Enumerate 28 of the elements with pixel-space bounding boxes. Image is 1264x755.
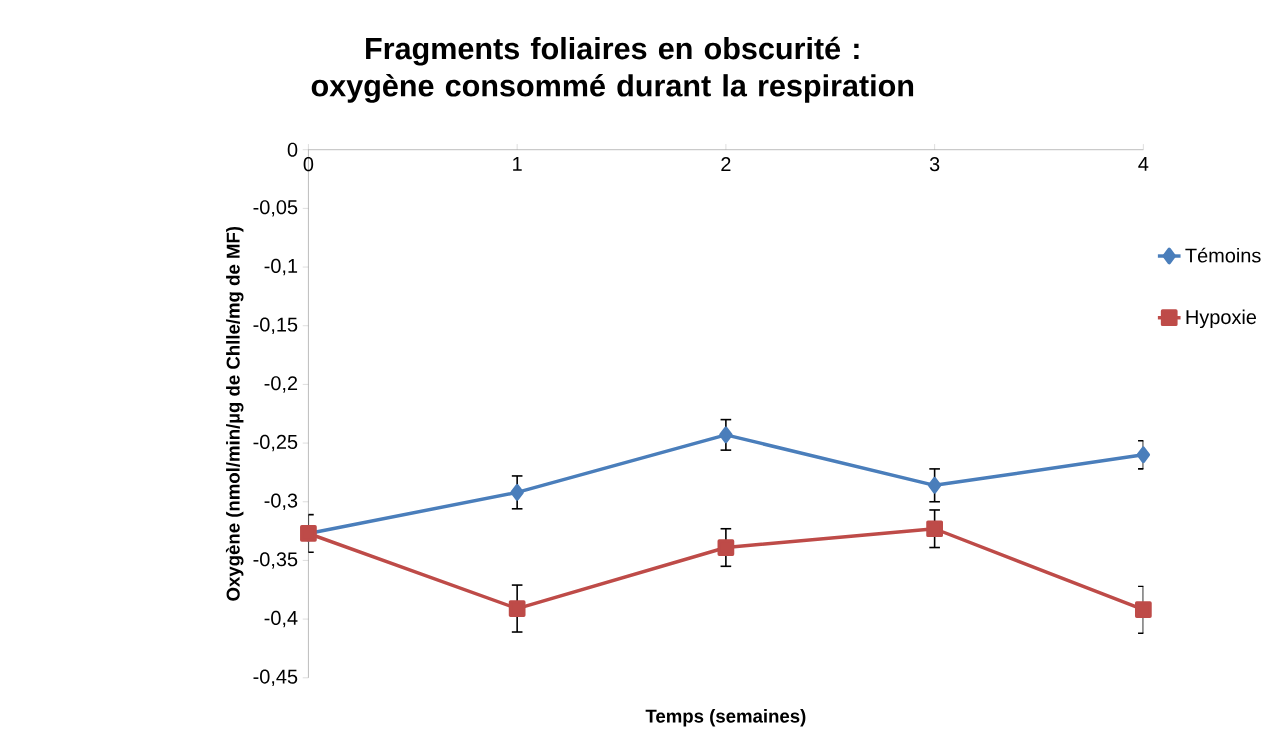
chart-title: Fragments foliaires en obscurité : oxygène consommé durant la respiration <box>311 36 914 103</box>
legend-label: Hypoxie <box>1186 309 1257 328</box>
y-tick-label: -0,05 <box>253 200 298 217</box>
legend-label: Témoins <box>1185 247 1261 263</box>
x-tick-label: 1 <box>513 156 522 171</box>
y-tick-label: -0,25 <box>253 434 298 452</box>
x-tick-label: 4 <box>1138 156 1149 171</box>
point <box>508 600 526 617</box>
point <box>1134 601 1152 618</box>
x-tick-label: 3 <box>929 156 940 172</box>
point <box>719 426 733 444</box>
y-tick-label: -0,1 <box>264 258 298 276</box>
point <box>927 476 942 494</box>
x-tick-label: 0 <box>303 156 314 172</box>
y-tick-label: -0,15 <box>253 317 298 334</box>
x-axis-title: Temps (semaines) <box>645 708 806 727</box>
x-tick-label: 2 <box>721 156 731 171</box>
point <box>1136 446 1151 464</box>
y-tick-label: -0,2 <box>264 376 298 393</box>
y-tick-label: -0,45 <box>253 669 298 686</box>
point <box>510 483 524 501</box>
point <box>717 539 735 556</box>
y-tick-label: -0,35 <box>253 552 298 569</box>
y-tick-label: 0 <box>287 142 298 157</box>
point <box>926 520 943 538</box>
y-tick-label: -0,4 <box>264 610 298 628</box>
y-axis-title: Oxygène (nmol/min/µg de Chlle/mg de MF) <box>225 226 244 601</box>
y-tick-label: -0,3 <box>264 493 298 510</box>
